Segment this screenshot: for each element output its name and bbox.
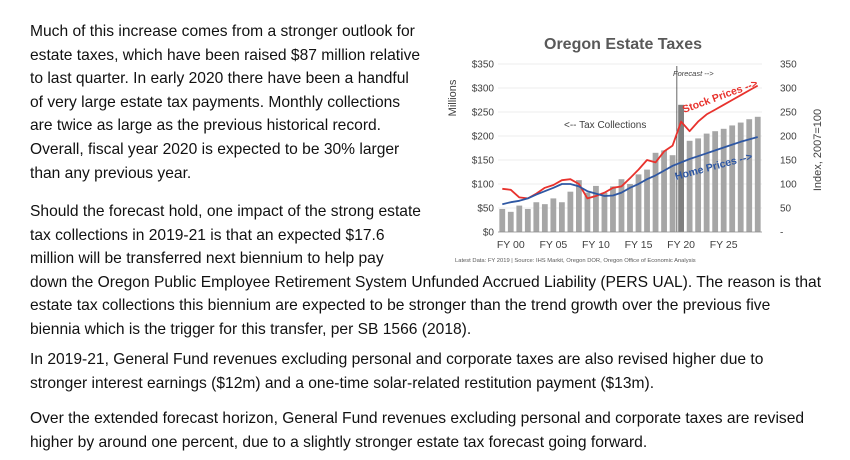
annotation-forecast: Forecast --> (673, 69, 714, 78)
y-tick-label-right: - (780, 228, 783, 239)
bar-tax-collections (584, 192, 591, 232)
text-line: Should the forecast hold, one impact of … (30, 203, 421, 220)
bar-tax-collections (678, 104, 684, 232)
line-stock-prices (502, 84, 759, 200)
bar-tax-collections (499, 208, 506, 232)
bar-tax-collections (524, 208, 531, 232)
bar-tax-collections (712, 131, 719, 232)
paragraph-estate-tax-outlook: Much of this increase comes from a stron… (30, 20, 420, 185)
bar-tax-collections (746, 119, 753, 232)
x-tick-label: FY 15 (625, 239, 653, 251)
bar-tax-collections (610, 186, 616, 232)
bar-tax-collections (618, 179, 625, 232)
oregon-estate-taxes-chart: Oregon Estate Taxes Millions Index, 2007… (447, 36, 824, 264)
bar-tax-collections (661, 150, 667, 232)
paragraph-extended-horizon: Over the extended forecast horizon, Gene… (30, 407, 804, 454)
y-tick-label-left: $200 (472, 132, 495, 143)
text-line: Over the extended forecast horizon, Gene… (30, 410, 805, 427)
bar-tax-collections (576, 180, 582, 232)
y-tick-label-right: 50 (780, 204, 792, 215)
bar-tax-collections (729, 125, 736, 232)
bar-tax-collections (695, 138, 702, 232)
text-line: of very large estate tax payments. Month… (30, 93, 401, 111)
line-home-prices (502, 136, 758, 206)
bar-tax-collections (550, 198, 557, 232)
text-line: million will be transferred next bienniu… (30, 250, 384, 268)
y-tick-label-left: $350 (472, 60, 495, 71)
bar-tax-collections (669, 155, 676, 232)
bar-tax-collections (593, 185, 599, 232)
y-tick-label-right: 150 (780, 156, 797, 167)
y-axis-label-left: Millions (447, 79, 459, 116)
text-line: higher by around one percent, due to a s… (30, 433, 648, 451)
annotation-tax-collections: <-- Tax Collections (564, 120, 646, 131)
y-tick-label-left: $250 (472, 108, 495, 119)
bar-tax-collections (627, 184, 633, 232)
y-tick-label-right: 100 (780, 180, 797, 191)
bar-tax-collections (737, 122, 744, 232)
text-line: Overall, fiscal year 2020 is expected to… (30, 140, 400, 158)
text-line: tax collections in 2019-21 is that an ex… (30, 226, 385, 244)
text-line: are twice as large as the previous histo… (30, 117, 382, 135)
y-tick-label-left: $0 (483, 228, 495, 239)
bar-tax-collections (686, 140, 693, 232)
bar-tax-collections (533, 202, 540, 232)
x-tick-label: FY 20 (667, 239, 695, 251)
bar-tax-collections (644, 169, 650, 232)
y-tick-label-right: 350 (780, 60, 797, 71)
bar-tax-collections (754, 116, 761, 232)
x-tick-label: FY 25 (710, 239, 738, 251)
text-line: estate tax collections this biennium are… (30, 297, 771, 315)
x-tick-label: FY 00 (497, 239, 525, 251)
paragraph-pers-transfer: Should the forecast hold, one impact of … (30, 200, 821, 342)
bar-tax-collections (558, 202, 565, 232)
chart-title: Oregon Estate Taxes (544, 36, 702, 53)
text-line: Much of this increase comes from a stron… (30, 23, 415, 40)
y-tick-label-left: $150 (472, 156, 495, 167)
y-tick-label-right: 250 (780, 108, 797, 119)
text-line: biennia which is the trigger for this tr… (30, 320, 472, 338)
text-line: to last quarter. In early 2020 there hav… (30, 70, 409, 88)
x-tick-label: FY 10 (582, 239, 610, 251)
chart-source-note: Latest Data: FY 2019 | Source: IHS Marki… (455, 258, 696, 264)
bar-tax-collections (720, 128, 727, 232)
text-line: stronger interest earnings ($12m) and a … (30, 374, 655, 392)
bar-tax-collections (516, 205, 523, 232)
x-tick-label: FY 05 (539, 239, 567, 251)
bar-tax-collections (507, 211, 514, 232)
y-tick-label-right: 300 (780, 84, 797, 95)
bar-tax-collections (541, 204, 548, 232)
paragraph-revenues-2019-21: In 2019-21, General Fund revenues exclud… (30, 348, 763, 395)
text-line: than any previous year. (30, 164, 192, 182)
y-tick-label-right: 200 (780, 132, 797, 143)
text-line: down the Oregon Public Employee Retireme… (30, 273, 822, 291)
y-tick-label-left: $50 (477, 204, 494, 215)
text-line: estate taxes, which have been raised $87… (30, 46, 421, 64)
bar-tax-collections (635, 174, 642, 232)
annotation-stock-prices: Stock Prices --> (681, 77, 759, 115)
y-tick-label-left: $300 (472, 84, 495, 95)
bar-tax-collections (703, 133, 710, 232)
y-tick-label-left: $100 (472, 180, 495, 191)
text-line: In 2019-21, General Fund revenues exclud… (30, 351, 764, 368)
bar-tax-collections (567, 191, 574, 232)
bar-tax-collections (601, 192, 608, 232)
y-axis-label-right: Index, 2007=100 (812, 109, 824, 191)
bar-tax-collections (652, 152, 659, 232)
